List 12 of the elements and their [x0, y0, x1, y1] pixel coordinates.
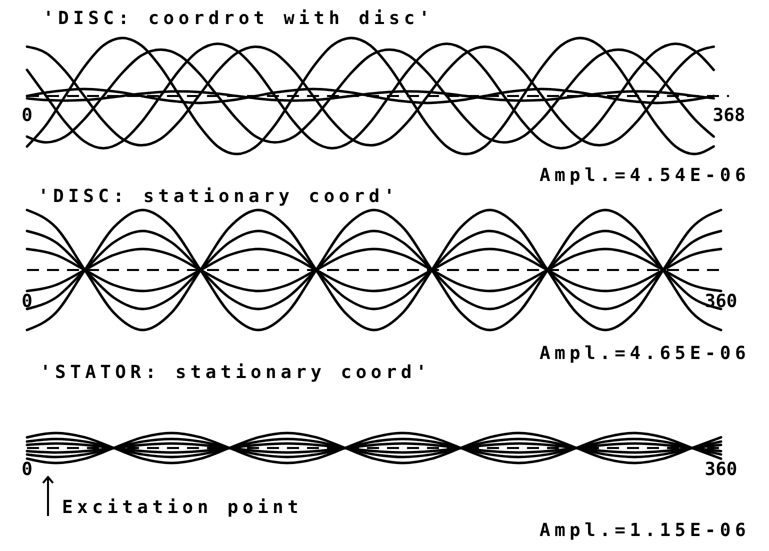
x-tick-label: 368: [712, 105, 746, 126]
text: Ampl.=1.15E-06: [539, 520, 750, 541]
x-tick-label: 0: [22, 291, 32, 312]
text: Excitation point: [62, 497, 303, 518]
x-tick-label: 360: [704, 459, 738, 480]
text: Ampl.=4.65E-06: [539, 343, 750, 364]
x-tick-label: 0: [22, 459, 32, 480]
chart-title: 'DISC: coordrot with disc': [43, 8, 434, 29]
text: Ampl.=4.54E-06: [539, 165, 750, 186]
chart-title: 'STATOR: stationary coord': [40, 362, 431, 383]
chart-title: 'DISC: stationary coord': [38, 186, 399, 207]
x-tick-label: 0: [22, 105, 32, 126]
